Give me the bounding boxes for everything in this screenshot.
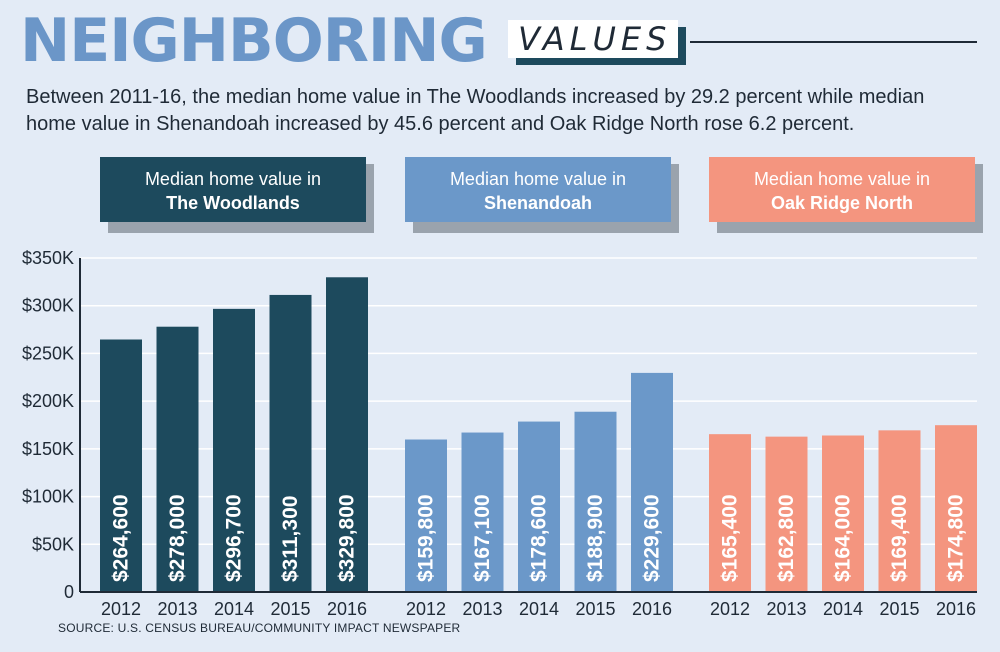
bar — [461, 432, 504, 592]
headline-rule — [690, 41, 977, 43]
series-label-line1: Median home value in — [753, 169, 931, 189]
x-tick-label: 2012 — [101, 599, 141, 619]
bar-value-label: $329,800 — [336, 494, 359, 582]
bar-value-label: $229,600 — [641, 494, 664, 582]
series-label-oak-ridge-north: Median home value in Oak Ridge North — [709, 157, 983, 233]
x-tick-label: 2015 — [575, 599, 615, 619]
bar-value-label: $264,600 — [110, 494, 133, 582]
y-tick-label: $350K — [22, 248, 74, 268]
x-tick-label: 2013 — [766, 599, 806, 619]
bar — [156, 326, 199, 592]
bar-value-label: $296,700 — [223, 494, 246, 582]
bar-value-label: $174,800 — [945, 494, 968, 582]
series-label-line1: Median home value in — [144, 169, 322, 189]
bar — [574, 411, 617, 592]
x-tick-label: 2014 — [214, 599, 254, 619]
series-label-shenandoah: Median home value in Shenandoah — [405, 157, 679, 233]
bar-value-label: $311,300 — [279, 496, 302, 582]
bar-value-label: $159,800 — [415, 494, 438, 582]
bar-value-label: $164,000 — [832, 494, 855, 582]
headline-main: NEIGHBORING — [20, 6, 488, 76]
x-tick-label: 2012 — [710, 599, 750, 619]
x-tick-label: 2012 — [406, 599, 446, 619]
bar-chart: 0 $50K $100K $150K $200K $250K $300K $350K $264,… — [22, 248, 977, 619]
series-label-card: Median home value in Shenandoah — [405, 157, 671, 222]
x-tick-label: 2015 — [879, 599, 919, 619]
x-tick-label: 2014 — [823, 599, 863, 619]
series-label-card: Median home value in Oak Ridge North — [709, 157, 975, 222]
bar — [878, 430, 921, 592]
bar-value-label: $278,000 — [166, 494, 189, 582]
bar — [631, 372, 673, 592]
bar — [822, 435, 864, 592]
y-tick-label: $150K — [22, 439, 74, 459]
x-tick-label: 2013 — [157, 599, 197, 619]
bar — [709, 434, 751, 592]
x-tick-label: 2014 — [519, 599, 559, 619]
headline-sub-box: VALUES — [508, 20, 686, 66]
bar — [765, 436, 808, 592]
bar — [326, 277, 368, 592]
y-tick-label: 0 — [64, 582, 74, 602]
y-tick-label: $50K — [32, 534, 74, 554]
bar-value-label: $167,100 — [471, 494, 494, 582]
headline-sub: VALUES — [508, 20, 678, 58]
x-tick-label: 2016 — [936, 599, 976, 619]
series-label-woodlands: Median home value in The Woodlands — [100, 157, 374, 233]
series-label-name: Shenandoah — [483, 193, 592, 213]
series-label-card: Median home value in The Woodlands — [100, 157, 366, 222]
series-label-name: Oak Ridge North — [770, 193, 913, 213]
bar-value-label: $188,900 — [584, 494, 607, 582]
y-tick-label: $100K — [22, 487, 74, 507]
x-tick-label: 2016 — [327, 599, 367, 619]
x-tick-label: 2013 — [462, 599, 502, 619]
bar — [269, 294, 312, 592]
bar-value-label: $165,400 — [719, 494, 742, 582]
y-tick-label: $200K — [22, 391, 74, 411]
y-tick-label: $300K — [22, 296, 74, 316]
y-tick-label: $250K — [22, 343, 74, 363]
bar — [405, 439, 447, 592]
source-note: SOURCE: U.S. CENSUS BUREAU/COMMUNITY IMP… — [58, 621, 461, 635]
bar — [518, 421, 560, 592]
bar-value-label: $169,400 — [888, 494, 911, 582]
series-label-line1: Median home value in — [449, 169, 627, 189]
bar — [935, 425, 977, 592]
bar-value-label: $178,600 — [528, 494, 551, 582]
x-tick-label: 2015 — [270, 599, 310, 619]
bar — [100, 339, 142, 592]
chart-description: Between 2011-16, the median home value i… — [26, 86, 925, 135]
series-label-name: The Woodlands — [166, 193, 300, 213]
bar-value-label: $162,800 — [775, 494, 798, 582]
x-tick-label: 2016 — [632, 599, 672, 619]
bar — [213, 308, 255, 592]
